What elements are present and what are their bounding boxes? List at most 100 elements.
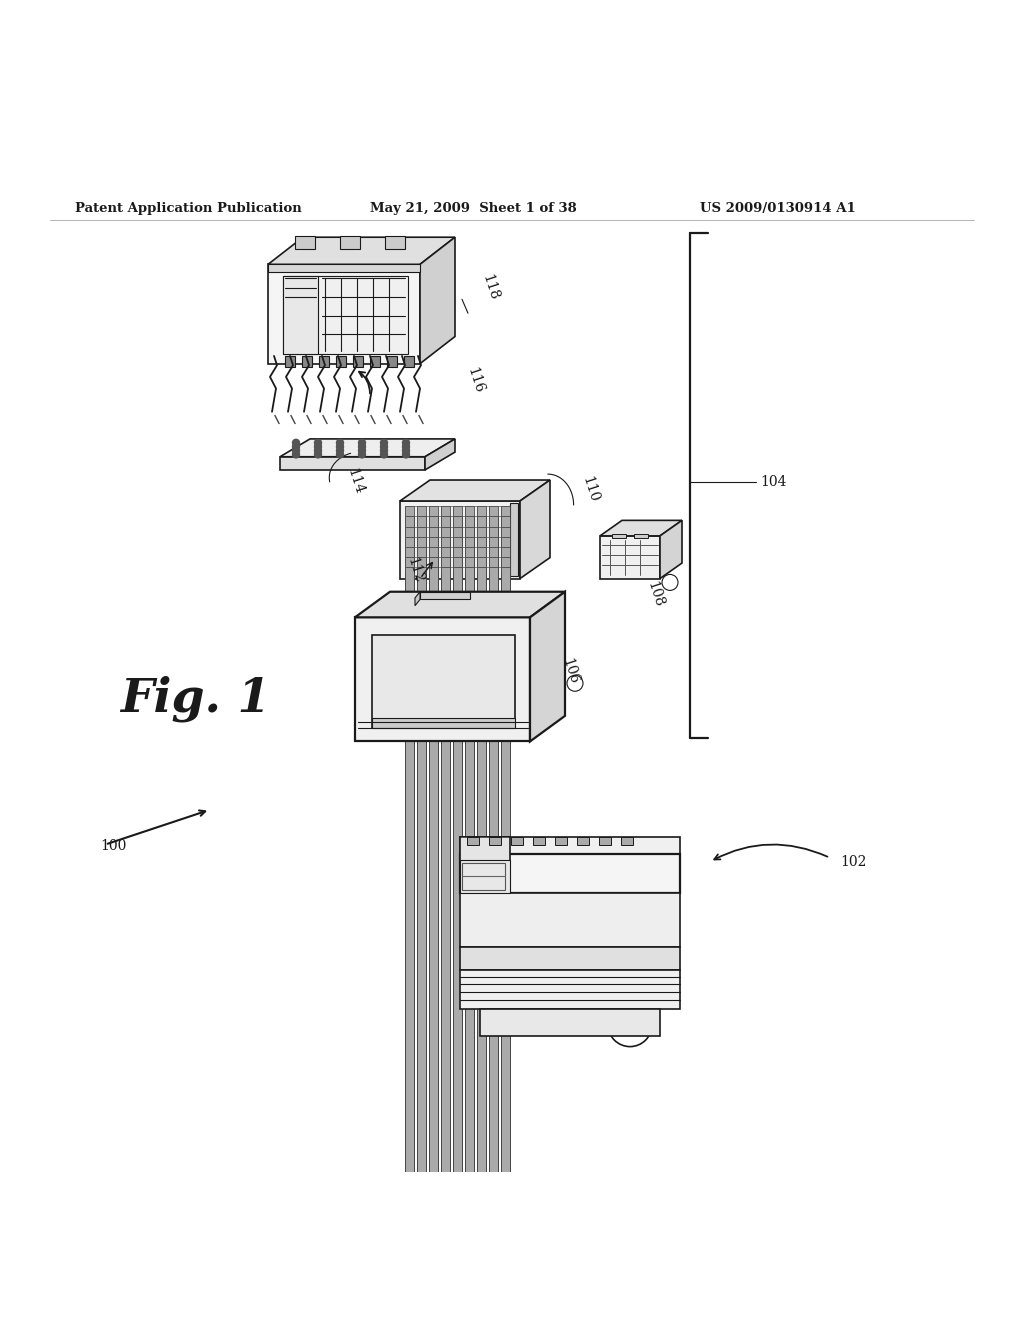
Circle shape — [402, 440, 410, 446]
Circle shape — [402, 444, 410, 450]
Polygon shape — [425, 440, 455, 470]
Circle shape — [381, 451, 387, 458]
Polygon shape — [460, 837, 510, 924]
Polygon shape — [501, 516, 510, 1320]
Circle shape — [381, 447, 387, 454]
Circle shape — [293, 440, 299, 446]
Polygon shape — [477, 507, 486, 1320]
Polygon shape — [489, 837, 501, 845]
Polygon shape — [429, 566, 438, 1320]
Polygon shape — [460, 861, 510, 892]
Circle shape — [402, 451, 410, 458]
Polygon shape — [489, 537, 498, 1320]
Polygon shape — [660, 520, 682, 578]
Polygon shape — [370, 356, 380, 367]
Polygon shape — [465, 566, 474, 1320]
Polygon shape — [268, 238, 455, 264]
Circle shape — [314, 451, 322, 458]
Polygon shape — [372, 718, 515, 729]
Polygon shape — [480, 1008, 660, 1036]
Circle shape — [381, 440, 387, 446]
Polygon shape — [417, 516, 426, 1320]
Polygon shape — [283, 276, 408, 354]
Polygon shape — [429, 516, 438, 1320]
Polygon shape — [511, 837, 523, 845]
Polygon shape — [268, 264, 420, 272]
Polygon shape — [530, 591, 565, 742]
Polygon shape — [441, 557, 450, 1320]
Polygon shape — [441, 507, 450, 1320]
Polygon shape — [453, 516, 462, 1320]
Polygon shape — [280, 440, 455, 457]
Polygon shape — [355, 618, 530, 742]
Polygon shape — [477, 516, 486, 1320]
Polygon shape — [465, 507, 474, 1320]
Polygon shape — [295, 236, 315, 249]
Polygon shape — [417, 557, 426, 1320]
Polygon shape — [406, 527, 414, 1320]
Text: US 2009/0130914 A1: US 2009/0130914 A1 — [700, 202, 856, 215]
Polygon shape — [404, 356, 414, 367]
Polygon shape — [417, 507, 426, 1320]
Polygon shape — [501, 557, 510, 1320]
Circle shape — [337, 440, 343, 446]
Polygon shape — [420, 238, 455, 364]
Polygon shape — [465, 546, 474, 1320]
Polygon shape — [441, 527, 450, 1320]
Polygon shape — [283, 276, 318, 354]
Polygon shape — [285, 356, 295, 367]
Polygon shape — [400, 480, 550, 502]
Polygon shape — [429, 546, 438, 1320]
Polygon shape — [555, 837, 567, 845]
Polygon shape — [429, 557, 438, 1320]
Circle shape — [337, 451, 343, 458]
Polygon shape — [415, 591, 420, 606]
Polygon shape — [406, 546, 414, 1320]
Circle shape — [293, 451, 299, 458]
Polygon shape — [355, 591, 565, 618]
Text: 116: 116 — [464, 366, 485, 396]
Polygon shape — [441, 566, 450, 1320]
Circle shape — [337, 444, 343, 450]
Polygon shape — [489, 566, 498, 1320]
Polygon shape — [477, 566, 486, 1320]
Polygon shape — [453, 537, 462, 1320]
Text: 100: 100 — [100, 840, 126, 853]
Polygon shape — [336, 356, 346, 367]
Polygon shape — [441, 546, 450, 1320]
Polygon shape — [510, 503, 518, 577]
Circle shape — [358, 444, 366, 450]
Polygon shape — [577, 837, 589, 845]
Polygon shape — [406, 557, 414, 1320]
Text: 102: 102 — [840, 854, 866, 869]
Polygon shape — [280, 457, 425, 470]
Text: 112: 112 — [404, 556, 426, 586]
Circle shape — [314, 444, 322, 450]
Polygon shape — [429, 507, 438, 1320]
Polygon shape — [501, 507, 510, 1320]
Polygon shape — [634, 533, 648, 539]
Polygon shape — [460, 854, 680, 892]
Polygon shape — [406, 516, 414, 1320]
Circle shape — [402, 447, 410, 454]
Polygon shape — [406, 507, 414, 1320]
Circle shape — [293, 447, 299, 454]
Polygon shape — [429, 527, 438, 1320]
Polygon shape — [441, 537, 450, 1320]
Polygon shape — [268, 264, 420, 364]
Text: Patent Application Publication: Patent Application Publication — [75, 202, 302, 215]
Polygon shape — [621, 837, 633, 845]
Polygon shape — [465, 516, 474, 1320]
Text: 108: 108 — [644, 579, 666, 609]
Polygon shape — [372, 635, 515, 729]
Circle shape — [358, 451, 366, 458]
Polygon shape — [489, 546, 498, 1320]
Polygon shape — [477, 527, 486, 1320]
Text: 106: 106 — [559, 657, 581, 686]
Polygon shape — [520, 480, 550, 578]
Polygon shape — [453, 557, 462, 1320]
Polygon shape — [340, 236, 360, 249]
Polygon shape — [489, 557, 498, 1320]
Polygon shape — [453, 546, 462, 1320]
Circle shape — [358, 440, 366, 446]
